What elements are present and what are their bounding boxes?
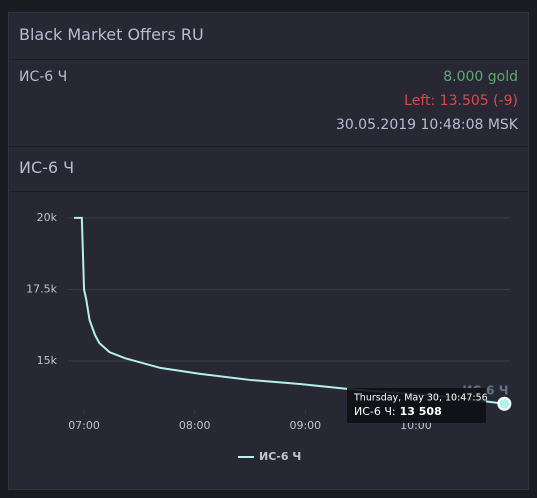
tooltip-body: ИС-6 Ч: 13 508	[354, 405, 442, 418]
tooltip-box	[347, 388, 486, 423]
left-count: Left: 13.505 (-9)	[404, 93, 518, 109]
hover-point	[497, 396, 512, 411]
y-tick-label: 15k	[37, 354, 58, 367]
tooltip-label: ИС-6 Ч:	[354, 405, 396, 418]
tooltip-header: Thursday, May 30, 10:47:56	[353, 393, 488, 404]
widget-title: Black Market Offers RU	[19, 25, 204, 44]
x-tick-label: 09:00	[289, 419, 321, 432]
chart-title-row: ИС-6 Ч	[9, 146, 528, 192]
header-row: Black Market Offers RU	[9, 13, 528, 60]
chart-title: ИС-6 Ч	[19, 158, 75, 177]
item-name: ИС-6 Ч	[19, 69, 68, 85]
y-tick-label: 17.5k	[26, 282, 57, 295]
x-tick-label: 07:00	[68, 419, 100, 432]
timestamp: 30.05.2019 10:48:08 MSK	[335, 117, 518, 133]
legend-label: ИС-6 Ч	[259, 450, 301, 463]
info-row: ИС-6 Ч 8.000 gold Left: 13.505 (-9) 30.0…	[9, 59, 528, 147]
y-tick-label: 20k	[37, 211, 58, 224]
x-tick-label: 08:00	[179, 419, 211, 432]
tooltip-value: 13 508	[400, 405, 442, 418]
price: 8.000 gold	[443, 69, 518, 85]
widget-panel: Black Market Offers RU ИС-6 Ч 8.000 gold…	[8, 12, 529, 490]
series-line	[74, 216, 505, 405]
